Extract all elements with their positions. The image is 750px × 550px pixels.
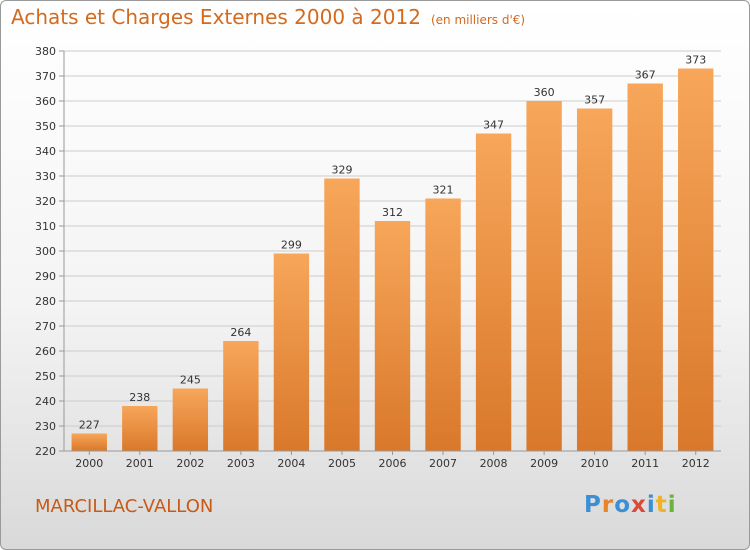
x-tick-label: 2001 — [126, 457, 154, 470]
logo-letter: i — [646, 492, 656, 518]
bars: 227 238 245 264 299 329 312 321 347 360 357 367 373 — [71, 54, 714, 451]
bar-2011 — [627, 83, 663, 451]
y-tick-label: 250 — [35, 370, 56, 383]
bar-2001 — [122, 406, 158, 451]
y-tick-label: 270 — [35, 320, 56, 333]
x-tick-label: 2010 — [581, 457, 609, 470]
chart-title: Achats et Charges Externes 2000 à 2012 (e… — [11, 5, 525, 29]
bar-2004 — [273, 253, 310, 451]
bar-2010 — [576, 108, 613, 451]
x-tick-label: 2004 — [277, 457, 305, 470]
value-label: 227 — [79, 419, 100, 432]
x-tick-label: 2012 — [682, 457, 710, 470]
value-label: 347 — [483, 119, 504, 132]
value-label: 357 — [584, 94, 605, 107]
value-label: 329 — [331, 164, 352, 177]
value-label: 312 — [382, 206, 403, 219]
y-tick-label: 350 — [35, 120, 56, 133]
y-tick-label: 290 — [35, 270, 56, 283]
value-label: 321 — [433, 184, 454, 197]
x-tick-label: 2005 — [328, 457, 356, 470]
bar-2000 — [71, 433, 107, 451]
y-tick-label: 240 — [35, 395, 56, 408]
y-tick-label: 380 — [35, 45, 56, 58]
value-label: 264 — [230, 326, 251, 339]
y-tick-label: 310 — [35, 220, 56, 233]
chart-title-text: Achats et Charges Externes 2000 à 2012 — [11, 5, 421, 29]
y-tick-label: 280 — [35, 295, 56, 308]
x-tick-label: 2000 — [75, 457, 103, 470]
y-tick-label: 230 — [35, 420, 56, 433]
x-tick-label: 2003 — [227, 457, 255, 470]
bar-2002 — [172, 388, 209, 451]
logo-letter: t — [655, 492, 668, 518]
bar-2007 — [425, 198, 461, 451]
y-tick-label: 370 — [35, 70, 56, 83]
x-tick-label: 2002 — [176, 457, 204, 470]
x-tick-label: 2011 — [631, 457, 659, 470]
y-tick-label: 260 — [35, 345, 56, 358]
y-tick-label: 360 — [35, 95, 56, 108]
logo-letter: o — [614, 492, 632, 518]
bar-2009 — [526, 101, 562, 451]
bar-2008 — [475, 133, 512, 451]
y-tick-label: 340 — [35, 145, 56, 158]
y-tick-label: 330 — [35, 170, 56, 183]
x-tick-label: 2009 — [530, 457, 558, 470]
y-tick-label: 300 — [35, 245, 56, 258]
logo-letter: x — [631, 492, 647, 518]
x-tick-label: 2006 — [379, 457, 407, 470]
x-tick-label: 2007 — [429, 457, 457, 470]
proxiti-logo: Proxiti — [584, 492, 677, 518]
value-label: 373 — [685, 54, 706, 67]
logo-letter: i — [667, 492, 677, 518]
value-label: 299 — [281, 239, 302, 252]
chart-unit: (en milliers d'€) — [430, 13, 526, 27]
logo-letter: P — [584, 492, 602, 518]
value-label: 360 — [534, 86, 555, 99]
logo-letter: r — [601, 492, 615, 518]
value-label: 245 — [180, 374, 201, 387]
commune-name: MARCILLAC-VALLON — [35, 496, 214, 517]
bar-2003 — [223, 341, 259, 451]
bar-2006 — [374, 221, 411, 451]
x-tick-label: 2008 — [480, 457, 508, 470]
y-tick-label: 320 — [35, 195, 56, 208]
bar-2012 — [678, 68, 714, 451]
axes: 220 230 240 250 260 270 280 290 300 310 320 330 340 3… — [35, 45, 721, 470]
bar-2005 — [324, 178, 360, 451]
value-label: 238 — [129, 391, 150, 404]
value-label: 367 — [635, 69, 656, 82]
y-tick-label: 220 — [35, 445, 56, 458]
